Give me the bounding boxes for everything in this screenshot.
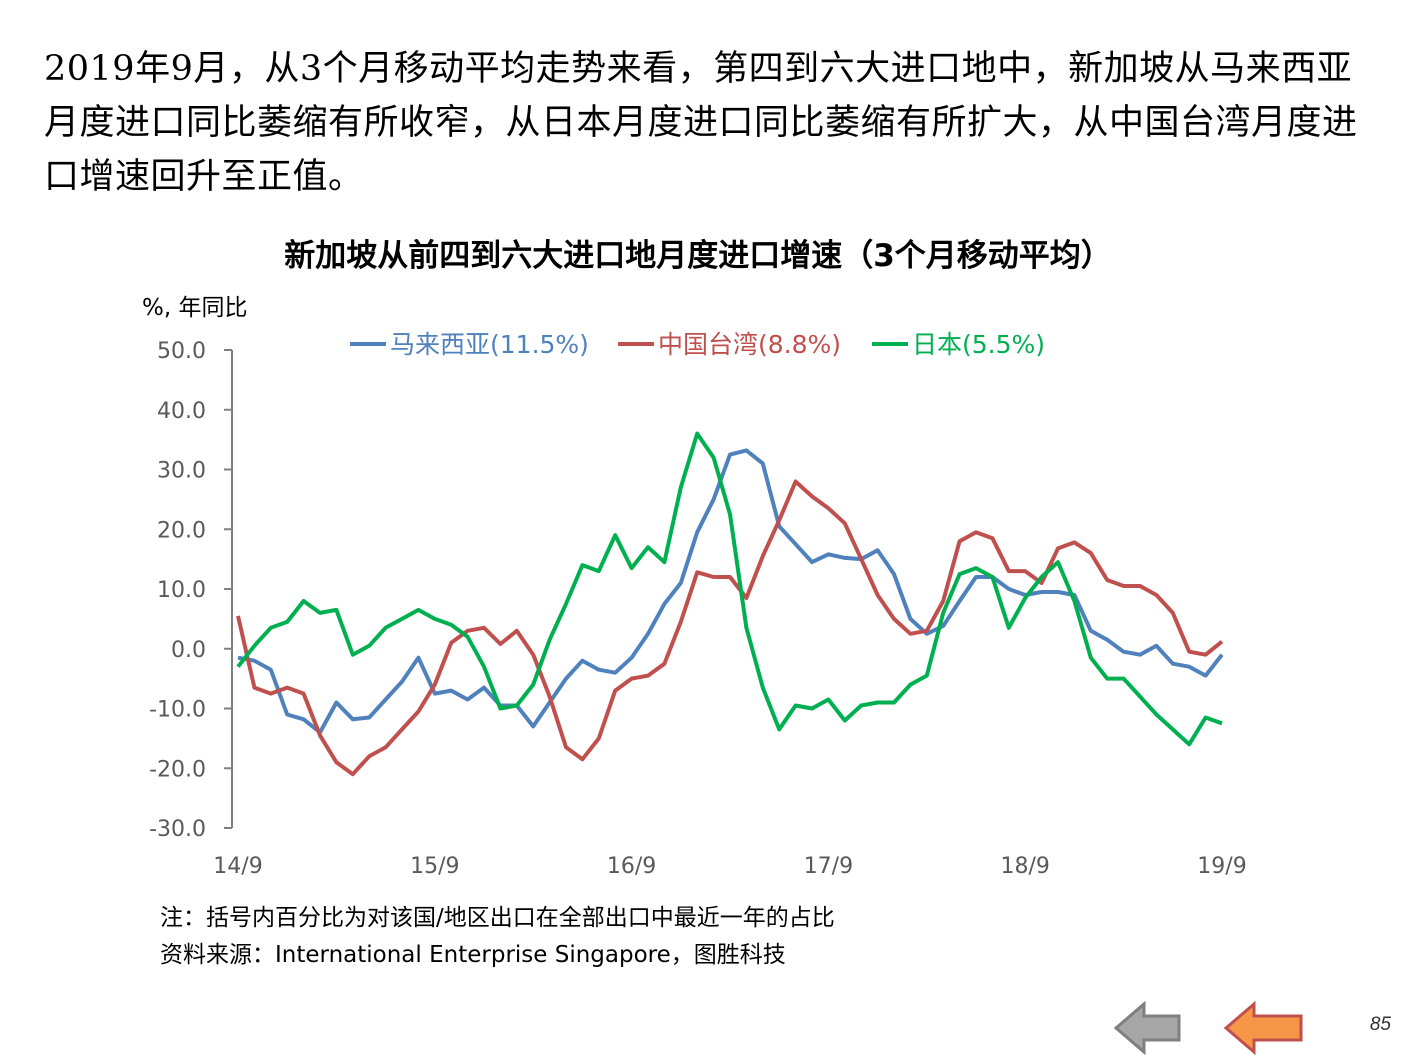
back-arrow-icon[interactable]	[1112, 1000, 1184, 1056]
y-tick-label: -10.0	[149, 698, 206, 723]
y-tick-label: 20.0	[157, 518, 206, 543]
x-tick-label: 18/9	[1000, 854, 1049, 879]
y-tick-label: -30.0	[149, 817, 206, 842]
y-tick-label: 40.0	[157, 399, 206, 424]
previous-arrow-icon[interactable]	[1222, 1000, 1306, 1056]
series-layer	[236, 431, 1224, 777]
x-tick-label: 17/9	[804, 854, 853, 879]
x-tick-label: 16/9	[607, 854, 656, 879]
x-tick-label: 19/9	[1197, 854, 1246, 879]
series-line-3	[236, 431, 1223, 747]
y-tick-label: 10.0	[157, 578, 206, 603]
chart-axes: 50.0 40.0 30.0 20.0 10.0 0.0 -10.0 -20.0 -30.0 14…	[149, 339, 1247, 879]
x-tick-label: 15/9	[410, 854, 459, 879]
footnote-share: 注：括号内百分比为对该国/地区出口在全部出口中最近一年的占比	[160, 905, 835, 931]
y-axis-unit-label: %, 年同比	[142, 295, 247, 321]
series-line-1	[237, 448, 1224, 735]
legend-label-2: 中国台湾(8.8%)	[658, 330, 841, 359]
y-tick-label: 30.0	[157, 459, 206, 484]
y-tick-label: -20.0	[149, 757, 206, 782]
legend-label-3: 日本(5.5%)	[912, 330, 1045, 359]
x-tick-label: 14/9	[213, 854, 262, 879]
page-number: 85	[1369, 1014, 1391, 1035]
chart-legend: 马来西亚(11.5%) 中国台湾(8.8%) 日本(5.5%)	[350, 330, 1045, 359]
y-tick-label: 0.0	[171, 638, 206, 663]
headline-text: 2019年9月，从3个月移动平均走势来看，第四到六大进口地中，新加坡从马来西亚月…	[44, 49, 1358, 197]
footnote-source: 资料来源：International Enterprise Singapore，…	[160, 942, 786, 968]
chart-title: 新加坡从前四到六大进口地月度进口增速（3个月移动平均）	[284, 238, 1112, 274]
footnotes: 注：括号内百分比为对该国/地区出口在全部出口中最近一年的占比 资料来源：Inte…	[160, 900, 835, 974]
series-line-2	[236, 479, 1224, 777]
y-tick-label: 50.0	[157, 339, 206, 364]
legend-label-1: 马来西亚(11.5%)	[390, 330, 589, 359]
